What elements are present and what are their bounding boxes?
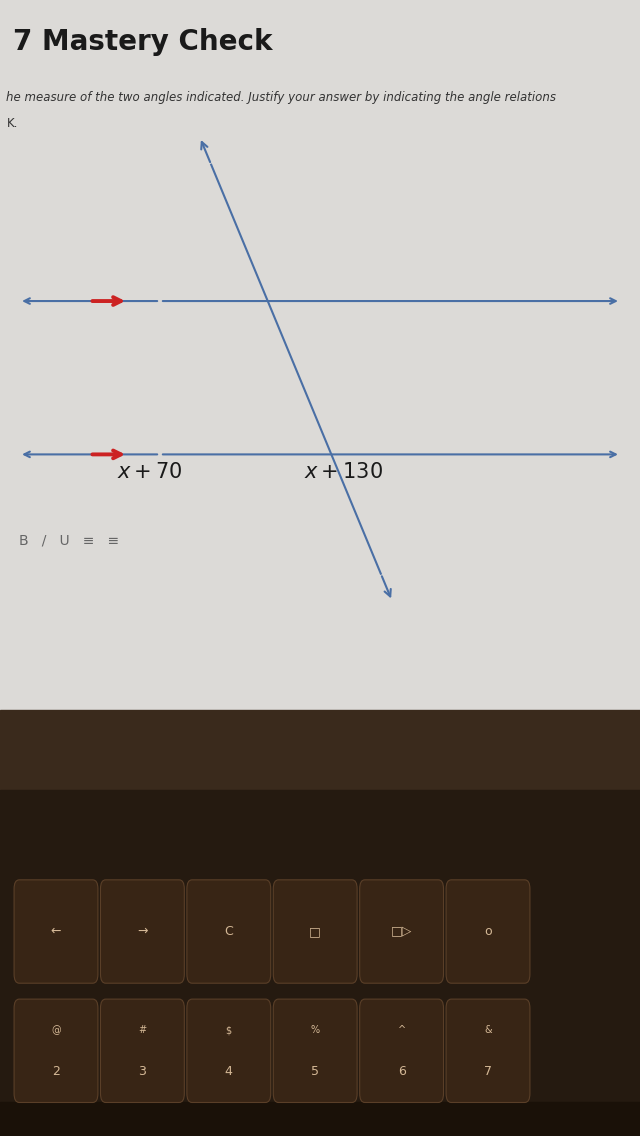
FancyBboxPatch shape <box>360 880 444 984</box>
Text: $: $ <box>226 1026 232 1035</box>
Text: o: o <box>484 925 492 938</box>
Text: 7: 7 <box>484 1064 492 1078</box>
Text: C: C <box>225 925 233 938</box>
Text: ^: ^ <box>397 1026 406 1035</box>
FancyBboxPatch shape <box>14 880 98 984</box>
Text: K.: K. <box>6 117 18 130</box>
Text: he measure of the two angles indicated. Justify your answer by indicating the an: he measure of the two angles indicated. … <box>6 91 556 103</box>
Bar <box>0 790 640 1136</box>
Text: 2: 2 <box>52 1064 60 1078</box>
Text: 7 Mastery Check: 7 Mastery Check <box>13 28 272 57</box>
Text: $x + 130$: $x + 130$ <box>304 462 383 483</box>
FancyBboxPatch shape <box>100 880 184 984</box>
FancyBboxPatch shape <box>187 1000 271 1102</box>
FancyBboxPatch shape <box>446 1000 530 1102</box>
Text: □▷: □▷ <box>391 925 412 938</box>
Text: □: □ <box>309 925 321 938</box>
FancyBboxPatch shape <box>14 1000 98 1102</box>
Bar <box>0 0 640 710</box>
Text: 5: 5 <box>311 1064 319 1078</box>
Text: →: → <box>137 925 148 938</box>
Text: B   /   U   ≡   ≡: B / U ≡ ≡ <box>19 534 119 548</box>
Text: $x + 70$: $x + 70$ <box>116 462 182 483</box>
Bar <box>0 710 640 790</box>
Text: %: % <box>310 1026 320 1035</box>
Text: 4: 4 <box>225 1064 233 1078</box>
FancyBboxPatch shape <box>187 880 271 984</box>
Text: @: @ <box>51 1026 61 1035</box>
FancyBboxPatch shape <box>100 1000 184 1102</box>
Text: 3: 3 <box>138 1064 147 1078</box>
Bar <box>0 1102 640 1136</box>
FancyBboxPatch shape <box>273 880 357 984</box>
FancyBboxPatch shape <box>273 1000 357 1102</box>
Text: &: & <box>484 1026 492 1035</box>
Text: 6: 6 <box>397 1064 406 1078</box>
Text: ←: ← <box>51 925 61 938</box>
FancyBboxPatch shape <box>360 1000 444 1102</box>
FancyBboxPatch shape <box>446 880 530 984</box>
Text: #: # <box>138 1026 147 1035</box>
